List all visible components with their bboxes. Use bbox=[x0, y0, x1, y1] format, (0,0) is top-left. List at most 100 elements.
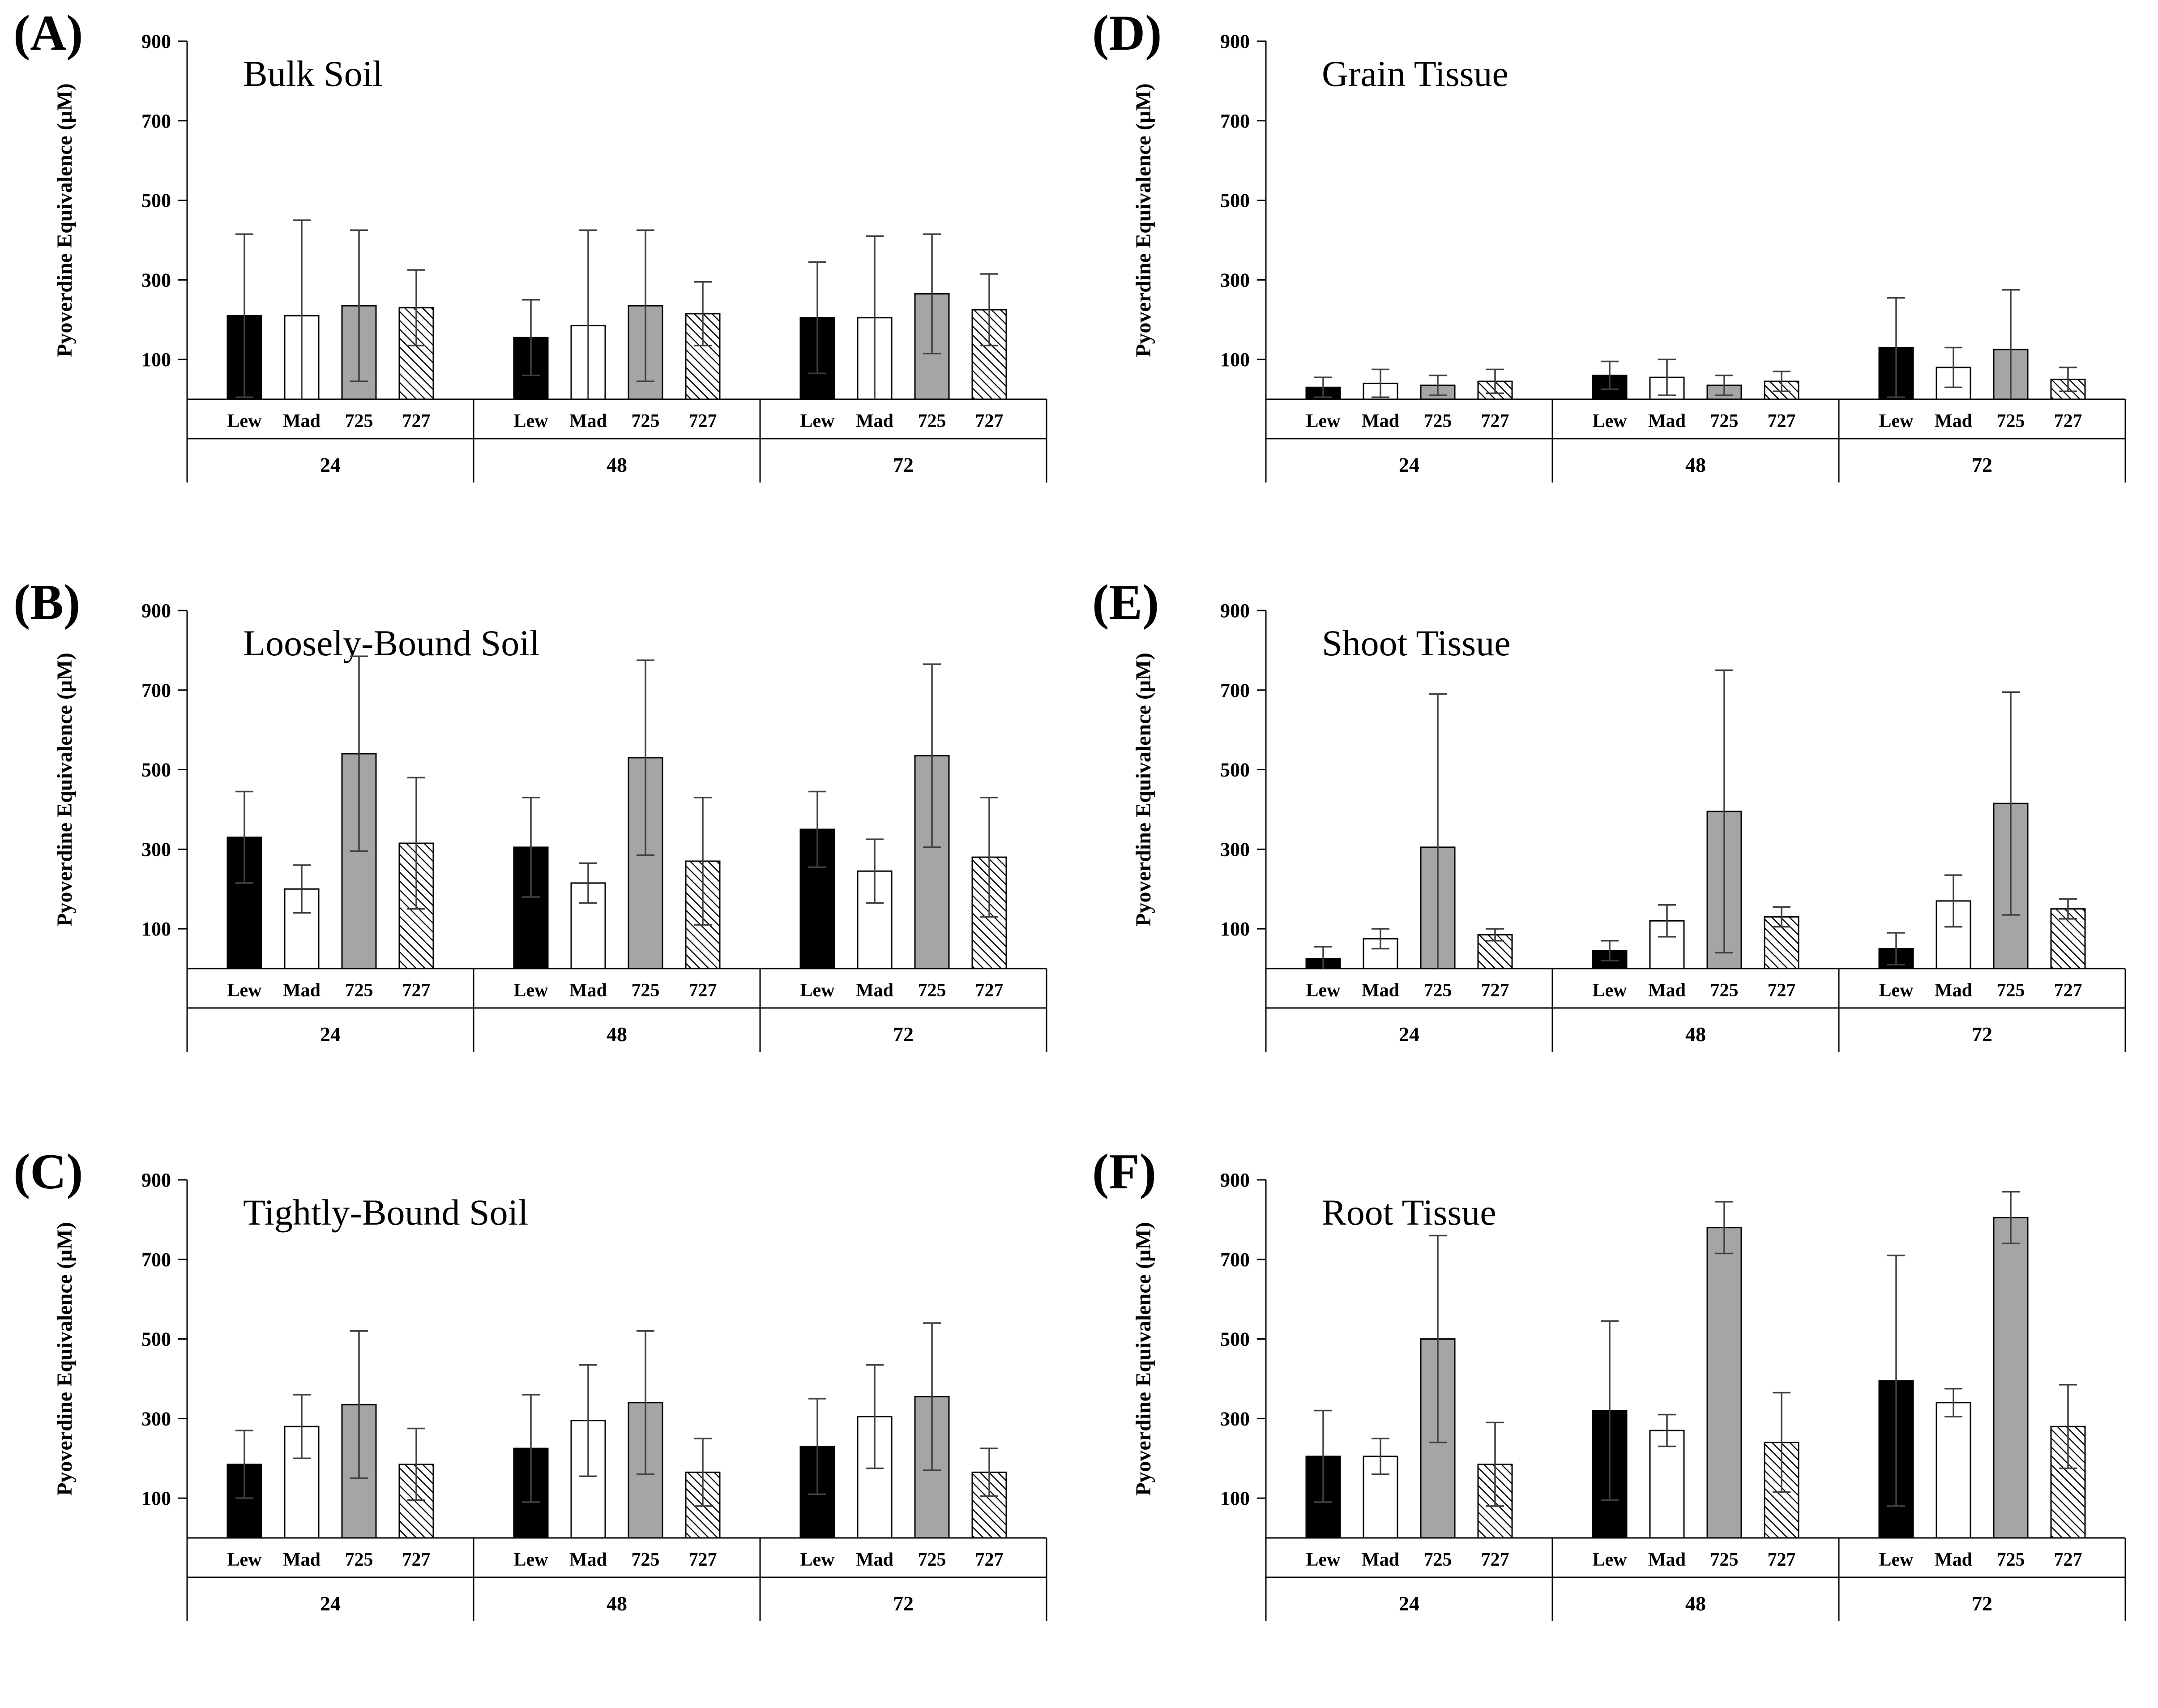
panel-D: (D) Grain Tissue 900 700 500 300 100 Pyoverdine… bbox=[1079, 0, 2158, 569]
y-tick-label: 900 bbox=[1220, 600, 1250, 622]
group-label: 72 bbox=[1972, 1592, 1992, 1615]
bar-725 bbox=[1706, 1227, 1742, 1539]
y-axis-title: Pyoverdine Equivalence (µM) bbox=[53, 653, 77, 927]
y-tick-label: 300 bbox=[1220, 1408, 1250, 1430]
panel-F: (F) Root Tissue 900 700 500 300 100 Pyoverdine … bbox=[1079, 1139, 2158, 1708]
chart-B: Loosely-Bound Soil 900 700 500 300 100 Pyoverd… bbox=[53, 600, 1047, 1052]
series-label: Lew bbox=[1306, 980, 1341, 1001]
series-label: 727 bbox=[2054, 411, 2082, 431]
series-label: 725 bbox=[1424, 1550, 1452, 1570]
bar-Mad bbox=[1936, 1402, 1971, 1539]
series-label: 725 bbox=[1424, 411, 1452, 431]
series-label: Lew bbox=[800, 411, 835, 431]
group-label: 72 bbox=[1972, 1023, 1992, 1046]
series-label: Mad bbox=[1362, 1550, 1399, 1570]
series-label: 725 bbox=[918, 411, 946, 431]
group-label: 48 bbox=[1685, 1023, 1706, 1046]
y-axis-title: Pyoverdine Equivalence (µM) bbox=[1132, 83, 1155, 357]
series-label: 727 bbox=[1481, 411, 1509, 431]
y-tick-label: 100 bbox=[141, 918, 171, 940]
chart-A: Bulk Soil 900 700 500 300 100 Pyoverdine Equiv… bbox=[53, 30, 1047, 483]
series-label: Lew bbox=[800, 980, 835, 1001]
panel-letter: (F) bbox=[1092, 1144, 1157, 1200]
series-label: 725 bbox=[345, 980, 373, 1001]
y-tick-label: 500 bbox=[1220, 190, 1250, 212]
group-label: 24 bbox=[320, 1592, 341, 1615]
series-label: 725 bbox=[345, 1550, 373, 1570]
group-label: 72 bbox=[893, 453, 914, 476]
y-tick-label: 100 bbox=[141, 349, 171, 371]
bar-Mad bbox=[284, 888, 320, 969]
panel-letter: (C) bbox=[13, 1144, 83, 1200]
series-label: Mad bbox=[1935, 411, 1972, 431]
series-label: Lew bbox=[1879, 411, 1914, 431]
y-tick-label: 300 bbox=[141, 269, 171, 291]
series-label: Mad bbox=[856, 980, 893, 1001]
y-axis-title: Pyoverdine Equivalence (µM) bbox=[1132, 1222, 1155, 1496]
y-tick-label: 700 bbox=[1220, 679, 1250, 701]
series-label: 727 bbox=[402, 1550, 431, 1570]
chart-title: Tightly-Bound Soil bbox=[243, 1192, 528, 1233]
panel-letter: (B) bbox=[13, 575, 81, 630]
series-label: Mad bbox=[283, 411, 320, 431]
bar-725 bbox=[1993, 1217, 2029, 1539]
group-label: 72 bbox=[893, 1023, 914, 1046]
y-tick-label: 700 bbox=[141, 1249, 171, 1271]
series-label: 725 bbox=[1710, 411, 1739, 431]
series-label: 727 bbox=[1768, 411, 1796, 431]
series-label: Mad bbox=[856, 1550, 893, 1570]
chart-title: Shoot Tissue bbox=[1322, 623, 1511, 663]
group-label: 48 bbox=[1685, 453, 1706, 476]
series-label: Mad bbox=[1362, 411, 1399, 431]
y-tick-label: 100 bbox=[1220, 918, 1250, 940]
series-label: 725 bbox=[1997, 1550, 2025, 1570]
series-label: 727 bbox=[1481, 980, 1509, 1001]
group-label: 48 bbox=[607, 1592, 627, 1615]
series-label: Lew bbox=[1306, 1550, 1341, 1570]
series-label: Mad bbox=[569, 411, 607, 431]
series-label: 725 bbox=[345, 411, 373, 431]
series-label: 727 bbox=[689, 1550, 717, 1570]
y-tick-label: 300 bbox=[1220, 269, 1250, 291]
series-label: 725 bbox=[1997, 411, 2025, 431]
series-label: Mad bbox=[1648, 411, 1686, 431]
series-label: Lew bbox=[1306, 411, 1341, 431]
chart-title: Loosely-Bound Soil bbox=[243, 623, 540, 663]
y-tick-label: 700 bbox=[141, 679, 171, 701]
y-tick-label: 900 bbox=[141, 600, 171, 622]
group-label: 48 bbox=[607, 1023, 627, 1046]
panel-A: (A) Bulk Soil 900 700 500 300 100 Pyoverdine Eq… bbox=[0, 0, 1079, 569]
series-label: Mad bbox=[1648, 1550, 1686, 1570]
y-tick-label: 900 bbox=[141, 30, 171, 52]
series-label: Lew bbox=[1879, 1550, 1914, 1570]
y-tick-label: 300 bbox=[141, 1408, 171, 1430]
series-label: 725 bbox=[918, 980, 946, 1001]
series-label: Lew bbox=[227, 1550, 262, 1570]
series-label: 727 bbox=[975, 980, 1004, 1001]
group-label: 24 bbox=[320, 453, 341, 476]
series-label: 727 bbox=[2054, 1550, 2082, 1570]
y-tick-label: 700 bbox=[1220, 1249, 1250, 1271]
series-label: Lew bbox=[514, 411, 549, 431]
series-label: Lew bbox=[227, 411, 262, 431]
series-label: 727 bbox=[402, 980, 431, 1001]
series-label: Lew bbox=[514, 980, 549, 1001]
series-label: 725 bbox=[632, 411, 660, 431]
series-label: Mad bbox=[1648, 980, 1686, 1001]
series-label: 727 bbox=[975, 1550, 1004, 1570]
series-label: 727 bbox=[1768, 980, 1796, 1001]
y-tick-label: 900 bbox=[141, 1169, 171, 1191]
series-label: Lew bbox=[800, 1550, 835, 1570]
panel-E: (E) Shoot Tissue 900 700 500 300 100 Pyoverdine… bbox=[1079, 569, 2158, 1139]
series-label: 727 bbox=[975, 411, 1004, 431]
series-label: 727 bbox=[1768, 1550, 1796, 1570]
group-label: 72 bbox=[1972, 453, 1992, 476]
chart-C: Tightly-Bound Soil 900 700 500 300 100 Pyoverd… bbox=[53, 1169, 1047, 1621]
chart-title: Bulk Soil bbox=[243, 53, 383, 94]
panel-B: (B) Loosely-Bound Soil 900 700 500 300 100 Pyov… bbox=[0, 569, 1079, 1139]
bar-Lew bbox=[513, 846, 549, 969]
series-label: Mad bbox=[856, 411, 893, 431]
series-label: Lew bbox=[227, 980, 262, 1001]
panel-letter: (D) bbox=[1092, 5, 1162, 61]
series-label: 725 bbox=[1997, 980, 2025, 1001]
